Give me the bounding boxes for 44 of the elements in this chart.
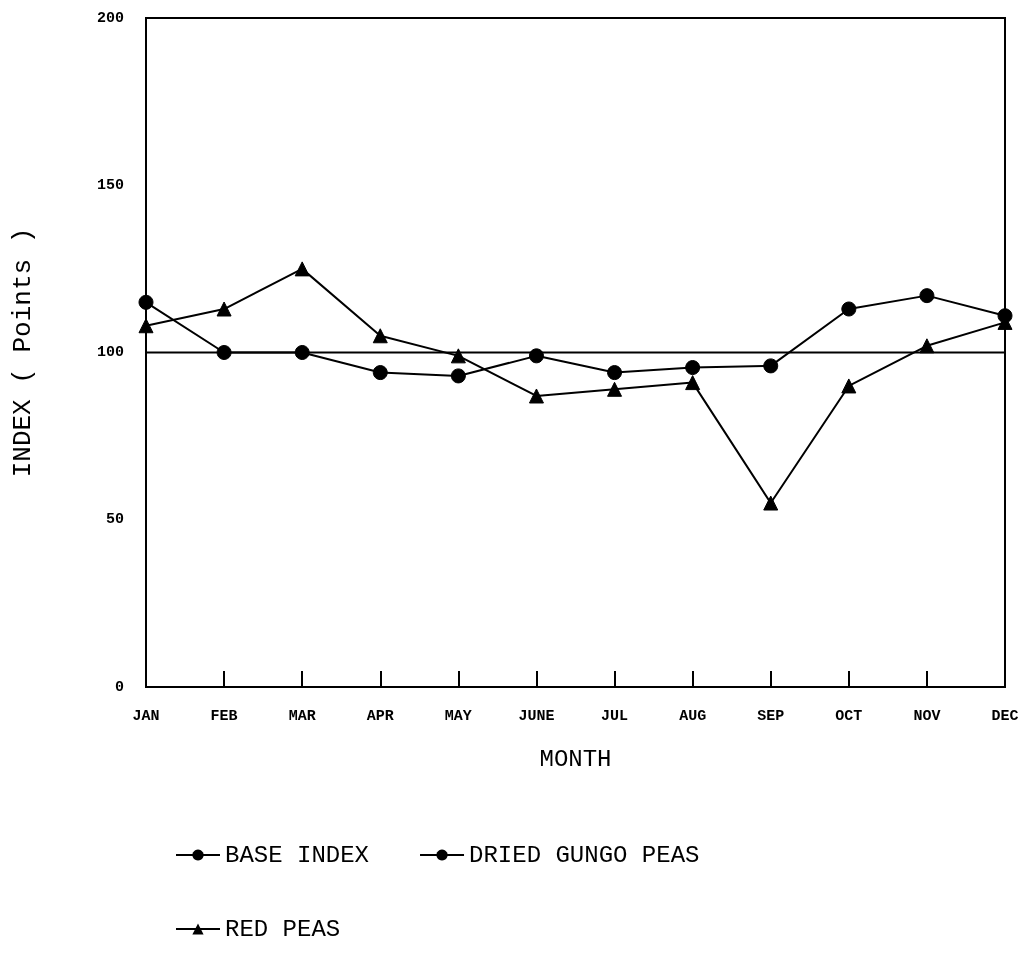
point — [372, 365, 388, 381]
point — [841, 378, 857, 394]
point — [294, 261, 310, 277]
point — [841, 301, 857, 317]
point — [528, 348, 544, 364]
x-tick-label: JUNE — [518, 708, 555, 725]
point — [919, 288, 935, 304]
x-tick-label: SEP — [757, 708, 785, 725]
point — [138, 318, 154, 334]
point — [216, 345, 232, 360]
x-tick-label: NOV — [913, 708, 941, 725]
y-tick-label: 0 — [114, 678, 124, 696]
point — [607, 381, 623, 397]
x-tick-label: DEC — [991, 708, 1019, 725]
x-tick-label: MAY — [444, 708, 472, 725]
x-tick-label: APR — [366, 708, 394, 725]
point — [528, 388, 544, 404]
x-tick-label: OCT — [835, 708, 863, 725]
x-tick-label: JAN — [132, 708, 160, 725]
x-tick-label: JUL — [601, 708, 629, 725]
point — [919, 338, 935, 354]
x-tick-label: FEB — [210, 708, 238, 725]
y-tick-label: 150 — [96, 176, 124, 194]
x-axis-title: MONTH — [539, 745, 612, 773]
y-tick-label: 200 — [96, 9, 124, 27]
x-tick-label: MAR — [288, 708, 316, 725]
x-tick-label: AUG — [679, 708, 707, 725]
point — [450, 368, 466, 384]
legend-label: BASE INDEX — [225, 841, 370, 869]
point — [216, 301, 232, 317]
point — [763, 358, 779, 374]
point — [763, 495, 779, 511]
point — [450, 348, 466, 364]
point — [294, 345, 310, 360]
legend-label: RED PEAS — [225, 915, 341, 943]
point — [685, 360, 701, 376]
point — [685, 375, 701, 391]
y-tick-label: 50 — [105, 511, 124, 529]
y-tick-label: 100 — [96, 344, 124, 361]
point — [607, 365, 623, 381]
point — [138, 294, 154, 310]
y-axis-title: INDEX ( Points ) — [8, 227, 38, 478]
point — [372, 328, 388, 344]
legend-label: DRIED GUNGO PEAS — [469, 841, 700, 869]
